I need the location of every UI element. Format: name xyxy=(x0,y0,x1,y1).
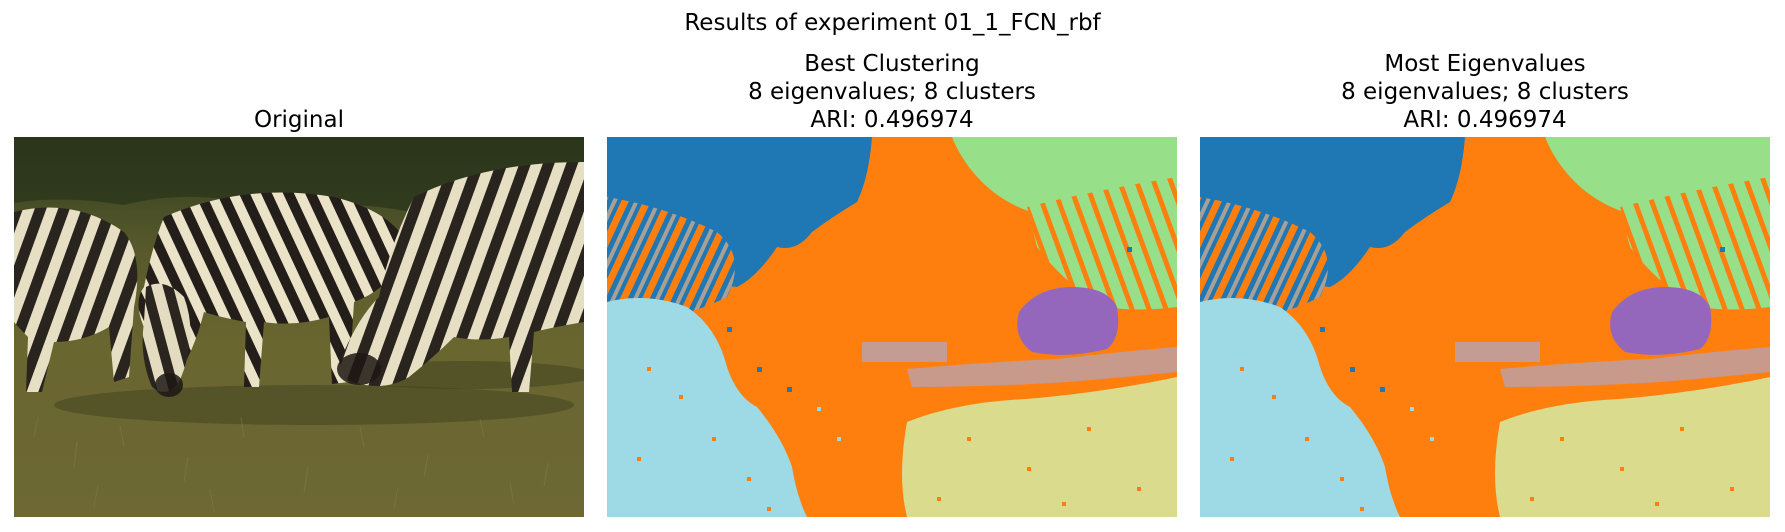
panel-most-eigenvalues-title-line-3: ARI: 0.496974 xyxy=(1403,107,1567,133)
panel-best-clustering-title-line-3: ARI: 0.496974 xyxy=(810,107,974,133)
panel-original-title: Original xyxy=(14,106,584,134)
figure-title: Results of experiment 01_1_FCN_rbf xyxy=(684,10,1101,36)
panel-best-clustering: Best Clustering 8 eigenvalues; 8 cluster… xyxy=(607,0,1177,532)
panel-original-title-line-1: Original xyxy=(253,107,344,133)
segmentation-map-most-graphic xyxy=(1200,137,1770,517)
segmentation-map-best-graphic xyxy=(607,137,1177,517)
panel-most-eigenvalues-title-line-2: 8 eigenvalues; 8 clusters xyxy=(1341,79,1629,105)
segmentation-map-most xyxy=(1200,137,1770,517)
panel-best-clustering-title-line-1: Best Clustering xyxy=(804,51,980,77)
segmentation-map-best xyxy=(607,137,1177,517)
panel-original: Original xyxy=(14,0,584,532)
original-photo-graphic xyxy=(14,137,584,517)
panel-most-eigenvalues: Most Eigenvalues 8 eigenvalues; 8 cluste… xyxy=(1200,0,1770,532)
original-photo xyxy=(14,137,584,517)
panel-most-eigenvalues-title-line-1: Most Eigenvalues xyxy=(1384,51,1586,77)
panel-best-clustering-title-line-2: 8 eigenvalues; 8 clusters xyxy=(748,79,1036,105)
panel-most-eigenvalues-title: Most Eigenvalues 8 eigenvalues; 8 cluste… xyxy=(1200,50,1770,134)
panel-best-clustering-title: Best Clustering 8 eigenvalues; 8 cluster… xyxy=(607,50,1177,134)
